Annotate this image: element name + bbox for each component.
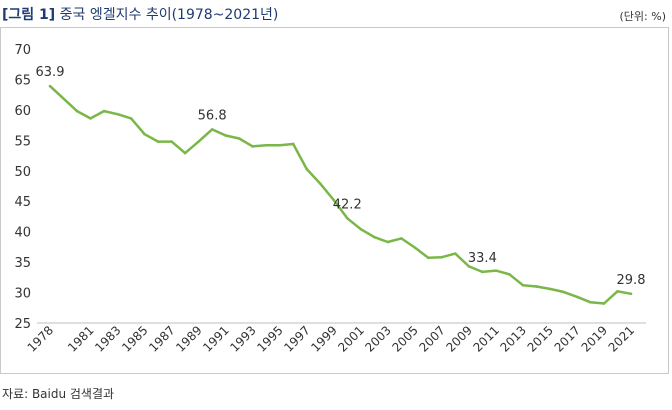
data-label: 56.8: [198, 108, 227, 123]
data-point: [372, 235, 376, 239]
x-tick-label: 1997: [281, 323, 312, 354]
y-tick-label: 55: [14, 134, 31, 149]
data-point: [548, 287, 552, 291]
data-points: [48, 84, 633, 305]
y-tick-label: 65: [14, 73, 31, 88]
data-point: [48, 84, 52, 88]
data-point: [210, 128, 214, 131]
x-tick-label: 2021: [606, 323, 637, 354]
engel-index-line: [49, 85, 632, 305]
data-point: [508, 272, 511, 276]
data-point: [318, 182, 322, 185]
data-point: [400, 237, 403, 240]
data-point: [102, 109, 106, 113]
data-point: [359, 227, 363, 231]
figure-title: [그림 1] 중국 엥겔지수 추이(1978~2021년): [2, 4, 278, 24]
engel-index-chart: 25 30 35 40 45 50 55 60 65 70 1978 198119831985198…: [14, 43, 646, 355]
data-point: [521, 283, 525, 287]
y-tick-label: 70: [14, 43, 31, 58]
data-point: [264, 143, 268, 147]
x-tick-label: 1995: [254, 323, 285, 354]
x-tick-label: 1987: [146, 323, 177, 354]
x-tick-label: 2007: [416, 323, 447, 354]
data-point: [616, 290, 619, 293]
data-point: [224, 134, 227, 137]
data-point: [535, 285, 538, 288]
data-point: [629, 292, 633, 296]
figure-label: [그림 1]: [2, 7, 56, 23]
data-point: [602, 302, 606, 305]
data-point: [332, 198, 336, 202]
data-point: [170, 140, 173, 143]
data-labels: 63.9 56.8 42.2 33.4 29.8: [36, 65, 646, 288]
x-tick-label: 2009: [443, 323, 474, 354]
data-point: [183, 151, 187, 155]
y-tick-label: 50: [14, 165, 31, 180]
chart-panel: 25 30 35 40 45 50 55 60 65 70 1978 1981 1983 1985 198…: [0, 27, 669, 374]
x-tick-label: 2003: [362, 323, 393, 354]
x-tick-label: 2001: [335, 323, 366, 354]
data-point: [494, 269, 498, 272]
data-point: [278, 143, 281, 147]
data-point: [116, 112, 119, 116]
x-tick-label: 1999: [308, 323, 339, 354]
x-tick-label: 2019: [579, 323, 610, 354]
data-point: [467, 265, 471, 268]
figure-title-text: 중국 엥겔지수 추이(1978~2021년): [59, 7, 279, 23]
data-point: [89, 117, 92, 120]
x-tick-label: 1991: [200, 323, 231, 354]
x-tick-label: 2017: [552, 323, 583, 354]
data-point: [562, 290, 565, 294]
data-label: 29.8: [617, 273, 646, 288]
y-tick-label: 60: [14, 104, 31, 119]
data-point: [291, 142, 295, 146]
data-point: [589, 300, 592, 304]
x-tick-label: 1989: [173, 323, 204, 354]
y-tick-label: 40: [14, 226, 31, 241]
data-label: 33.4: [468, 251, 497, 266]
data-point: [143, 132, 146, 136]
x-tick-label: 2005: [389, 323, 420, 354]
data-point: [413, 246, 417, 249]
data-point: [237, 137, 241, 140]
data-point: [454, 252, 457, 255]
y-tick-label: 30: [14, 287, 31, 302]
x-tick-label: 2013: [498, 323, 529, 354]
data-label: 63.9: [36, 65, 65, 80]
x-tick-label: 1981: [65, 323, 96, 354]
y-tick-label: 45: [14, 195, 31, 210]
x-tick-label: 2011: [471, 323, 502, 354]
source-note: 자료: Baidu 검색결과: [2, 387, 115, 401]
data-point: [440, 255, 444, 259]
x-tick-label: 1993: [227, 323, 258, 354]
y-tick-label: 25: [14, 317, 31, 332]
data-point: [575, 295, 579, 299]
data-label: 42.2: [333, 197, 362, 212]
x-tick-label: 1983: [92, 323, 123, 354]
data-point: [386, 240, 390, 244]
data-point: [345, 216, 349, 220]
data-point: [427, 256, 430, 260]
data-point: [129, 117, 133, 120]
x-axis-labels: 1978 198119831985198719891991199319951997…: [25, 323, 637, 354]
unit-label: (단위: %): [619, 10, 666, 23]
x-tick-label: 2015: [525, 323, 556, 354]
y-axis-labels: 25 30 35 40 45 50 55 60 65 70: [14, 43, 31, 332]
data-point: [481, 270, 484, 274]
data-point: [305, 167, 309, 171]
data-point: [156, 140, 160, 143]
data-point: [75, 109, 79, 113]
data-point: [251, 145, 254, 148]
data-point: [197, 140, 200, 143]
x-tick-label: 1985: [119, 323, 150, 354]
y-tick-label: 35: [14, 256, 31, 271]
